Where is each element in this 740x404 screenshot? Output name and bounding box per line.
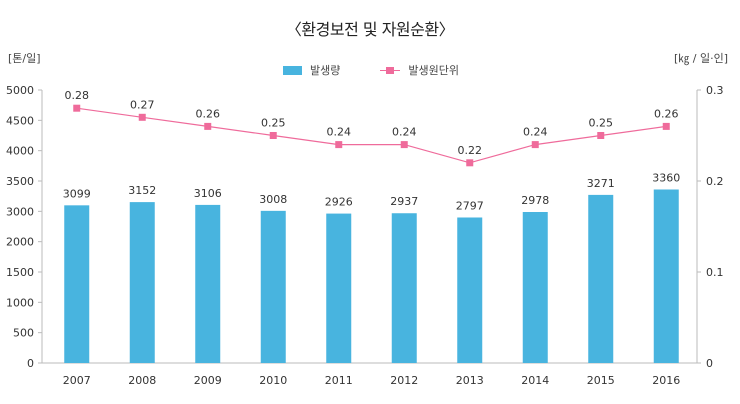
bar <box>522 212 548 363</box>
line-data-label: 0.24 <box>392 126 417 139</box>
line-series <box>76 107 667 164</box>
bar-data-label: 2797 <box>456 199 484 212</box>
line-point <box>204 122 212 130</box>
bar-data-label: 3106 <box>194 187 222 200</box>
x-axis-tick-label: 2009 <box>194 374 222 387</box>
line-data-label: 0.26 <box>196 107 221 120</box>
line-data-label: 0.22 <box>458 144 483 157</box>
legend: 발생량 발생원단위 <box>283 62 459 78</box>
line-point <box>466 159 474 167</box>
legend-line-label: 발생원단위 <box>408 64 459 77</box>
chart-title: 〈환경보전 및 자원순환〉 <box>285 20 455 39</box>
bar-data-label: 3360 <box>652 171 680 184</box>
line-point <box>73 104 81 112</box>
line-point <box>531 141 539 149</box>
left-axis-tick-label: 4500 <box>6 114 34 127</box>
x-axis-tick-label: 2008 <box>128 374 156 387</box>
left-axis-tick-label: 1500 <box>6 266 34 279</box>
line-point <box>662 122 670 130</box>
left-axis-tick-label: 5000 <box>6 84 34 97</box>
x-axis-tick-label: 2014 <box>521 374 549 387</box>
x-axis-tick-label: 2012 <box>390 374 418 387</box>
line-point <box>269 132 277 139</box>
left-axis-tick-label: 0 <box>27 357 34 370</box>
line-point <box>597 132 605 139</box>
right-axis-unit: [㎏ / 일·인] <box>673 52 728 65</box>
left-axis-tick-label: 3000 <box>6 205 34 218</box>
bar <box>195 204 221 363</box>
x-axis-tick-label: 2007 <box>63 374 91 387</box>
bar-data-label: 3008 <box>259 193 287 206</box>
bar <box>260 210 286 363</box>
x-axis-tick-label: 2013 <box>456 374 484 387</box>
bar <box>588 194 614 363</box>
bar <box>653 189 679 363</box>
left-axis-tick-label: 500 <box>13 327 34 340</box>
legend-bar-label: 발생량 <box>310 64 341 77</box>
x-axis-tick-label: 2016 <box>652 374 680 387</box>
bar <box>326 213 352 363</box>
legend-bar-swatch <box>283 65 302 75</box>
bar <box>129 202 155 363</box>
bar-data-label: 3271 <box>587 177 615 190</box>
right-axis-tick-label: 0.2 <box>706 175 724 188</box>
bar-data-label: 3099 <box>63 187 91 200</box>
x-axis-tick-label: 2010 <box>259 374 287 387</box>
x-axis-tick-label: 2015 <box>587 374 615 387</box>
line-point <box>400 141 408 149</box>
bar-data-label: 3152 <box>128 184 156 197</box>
bar-data-label: 2978 <box>521 194 549 207</box>
left-axis-tick-label: 3500 <box>6 175 34 188</box>
bar <box>64 205 90 363</box>
right-axis-tick-label: 0 <box>706 357 713 370</box>
x-axis-tick-label: 2011 <box>325 374 353 387</box>
line-data-label: 0.26 <box>654 107 679 120</box>
line-data-label: 0.27 <box>130 98 155 111</box>
right-axis-tick-label: 0.1 <box>706 266 724 279</box>
line-point <box>138 113 146 121</box>
bar-data-label: 2926 <box>325 196 353 209</box>
legend-line-swatch <box>380 66 401 75</box>
line-point <box>335 141 343 149</box>
bar-data-label: 2937 <box>390 195 418 208</box>
left-axis-tick-label: 1000 <box>6 296 34 309</box>
left-axis-tick-label: 2000 <box>6 236 34 249</box>
left-axis-unit: [톤/일] <box>8 52 41 65</box>
bar <box>457 217 483 363</box>
line-data-label: 0.25 <box>589 117 614 130</box>
line-data-label: 0.24 <box>327 126 352 139</box>
line-data-label: 0.25 <box>261 117 286 130</box>
bar <box>391 213 417 363</box>
line-data-label: 0.24 <box>523 126 548 139</box>
right-axis-tick-label: 0.3 <box>706 84 724 97</box>
line-data-label: 0.28 <box>65 89 90 102</box>
left-axis-tick-label: 4000 <box>6 145 34 158</box>
